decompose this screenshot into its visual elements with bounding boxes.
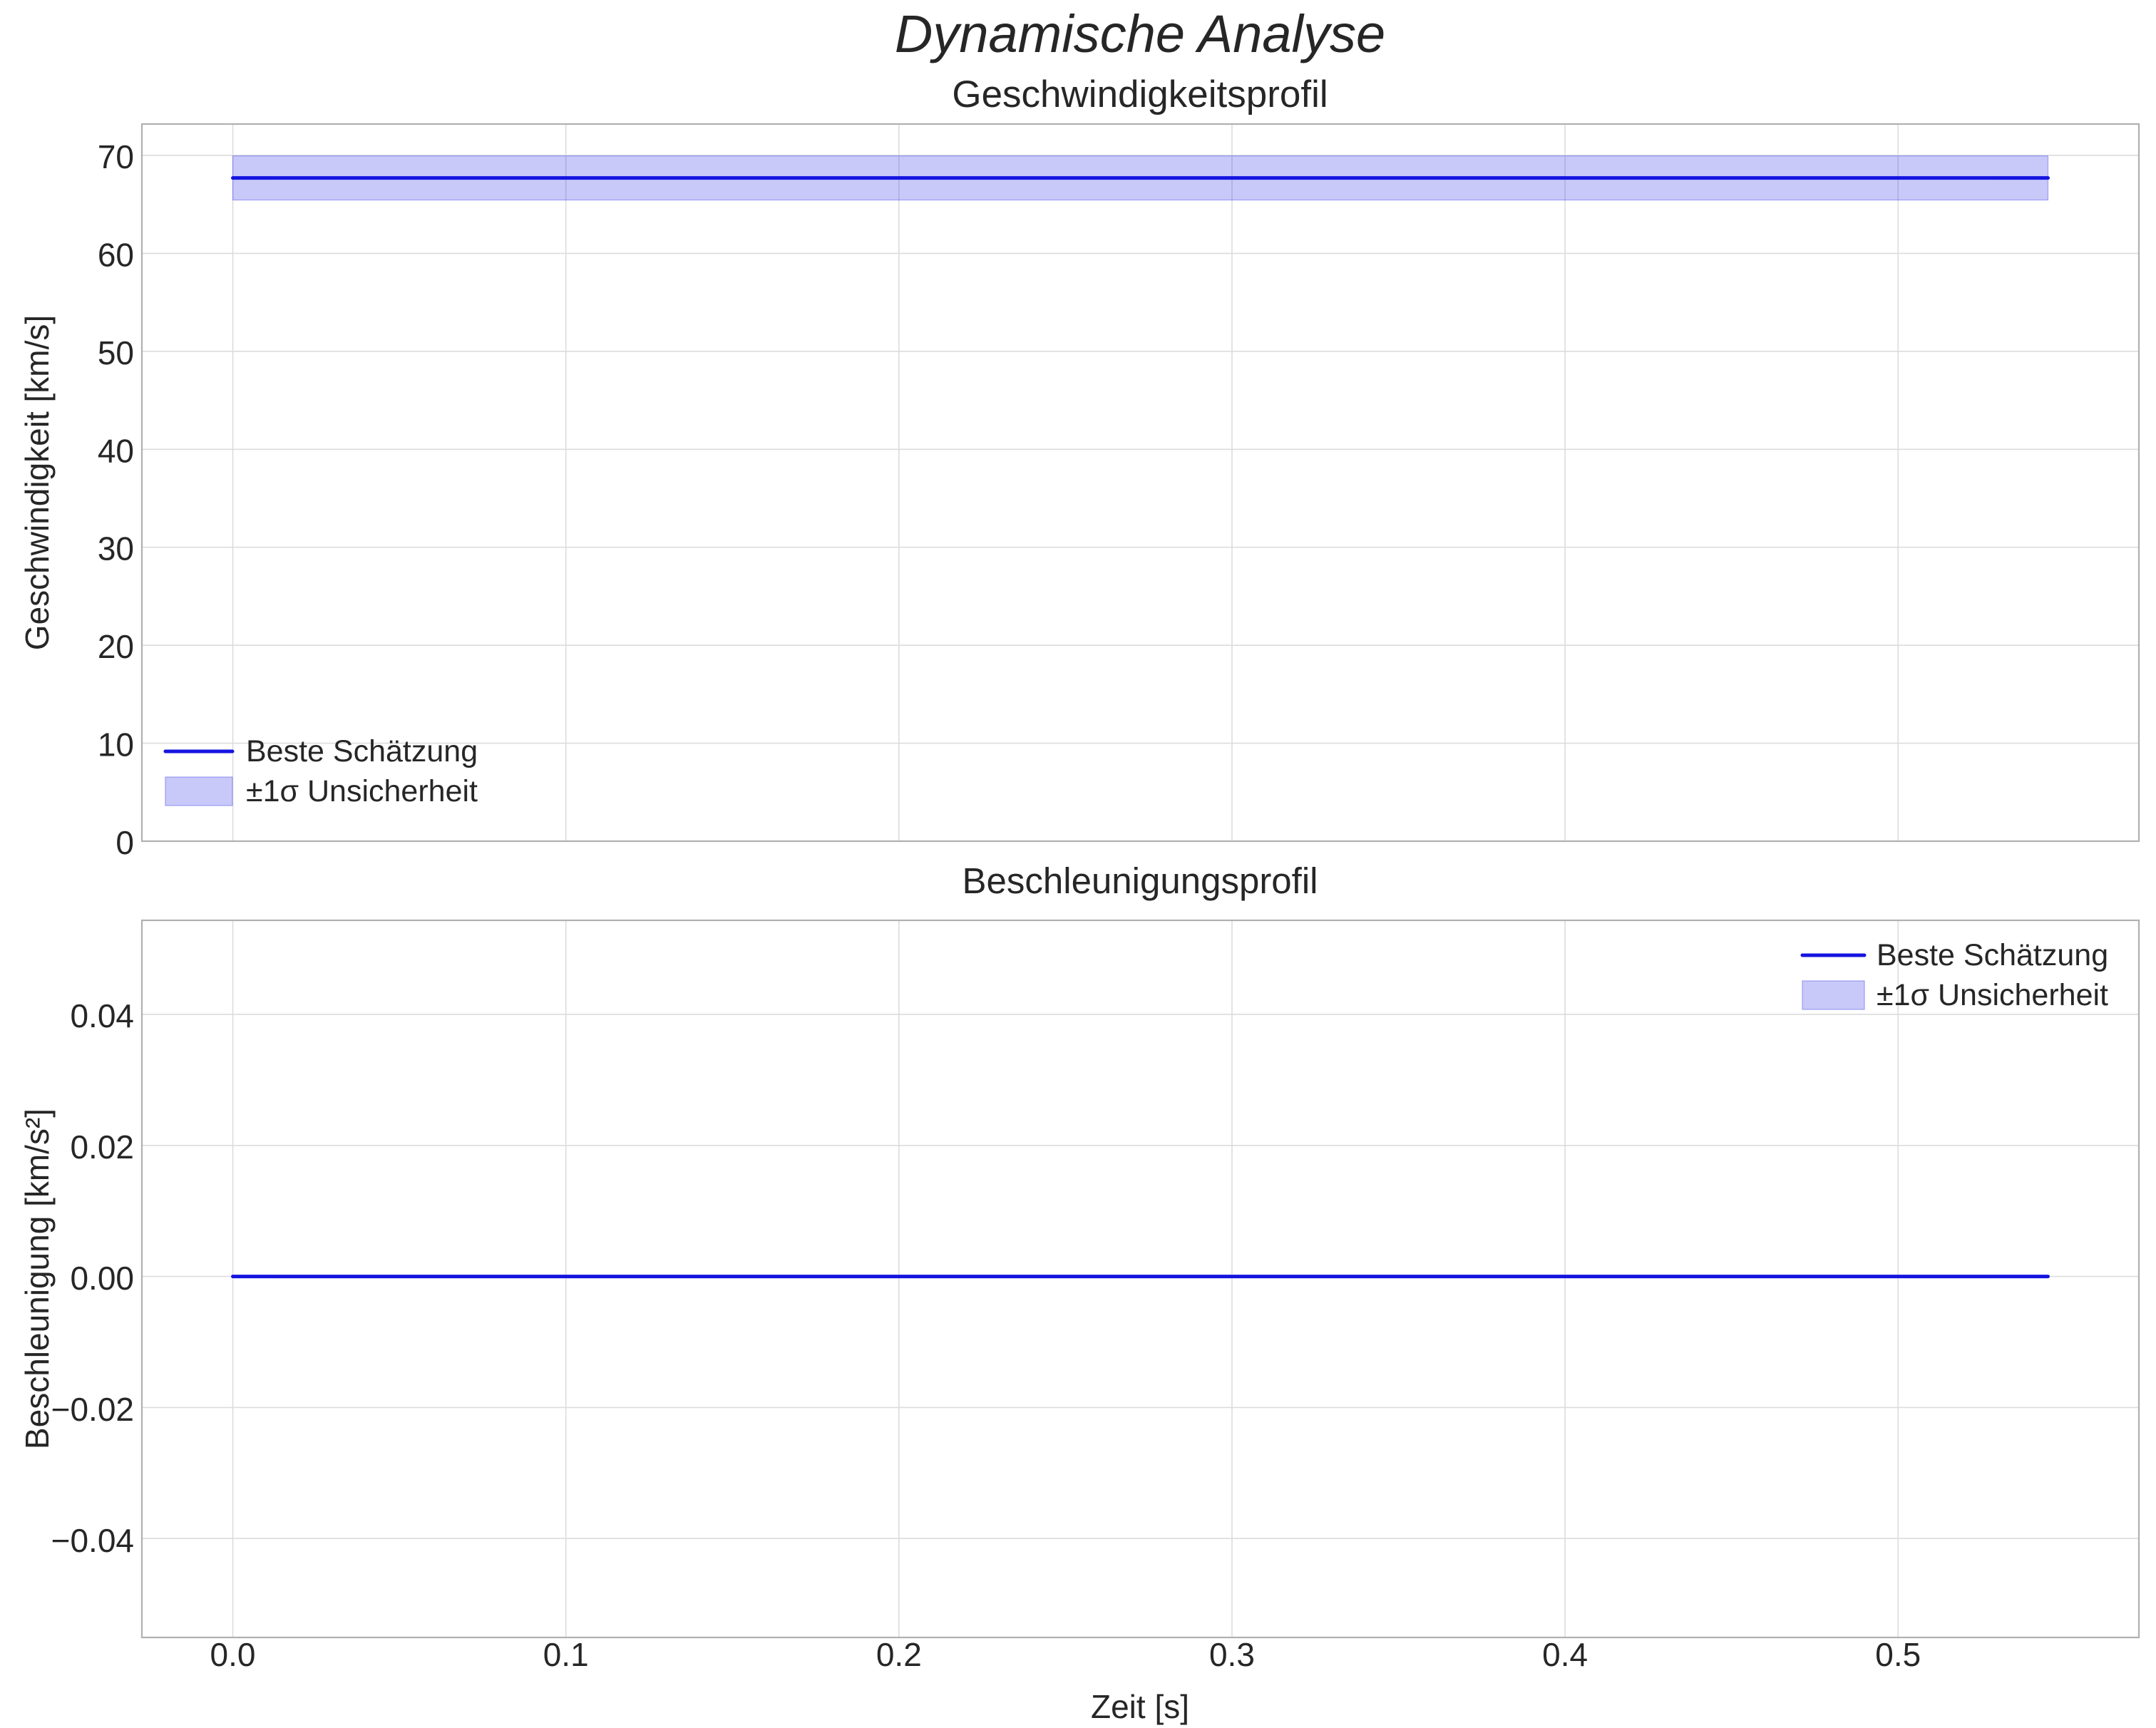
- svg-text:50: 50: [98, 334, 134, 371]
- svg-text:0.3: 0.3: [1209, 1636, 1255, 1673]
- svg-text:0.2: 0.2: [876, 1636, 922, 1673]
- svg-text:0: 0: [115, 824, 134, 861]
- svg-text:0.5: 0.5: [1875, 1636, 1921, 1673]
- svg-text:±1σ Unsicherheit: ±1σ Unsicherheit: [246, 774, 478, 808]
- svg-text:Dynamische Analyse: Dynamische Analyse: [895, 4, 1385, 63]
- svg-text:Beschleunigung [km/s²]: Beschleunigung [km/s²]: [19, 1109, 56, 1449]
- svg-text:0.00: 0.00: [70, 1260, 134, 1297]
- svg-text:60: 60: [98, 236, 134, 273]
- svg-text:Beste Schätzung: Beste Schätzung: [246, 734, 478, 768]
- svg-text:−0.04: −0.04: [51, 1522, 134, 1559]
- svg-text:40: 40: [98, 432, 134, 469]
- svg-text:Geschwindigkeit [km/s]: Geschwindigkeit [km/s]: [19, 315, 56, 650]
- svg-text:10: 10: [98, 726, 134, 763]
- svg-text:−0.02: −0.02: [51, 1391, 134, 1428]
- svg-text:Beste Schätzung: Beste Schätzung: [1877, 938, 2108, 972]
- svg-text:20: 20: [98, 628, 134, 665]
- svg-text:0.04: 0.04: [70, 997, 134, 1034]
- svg-text:Geschwindigkeitsprofil: Geschwindigkeitsprofil: [952, 73, 1328, 115]
- svg-text:0.1: 0.1: [543, 1636, 589, 1673]
- svg-text:30: 30: [98, 530, 134, 567]
- svg-text:0.0: 0.0: [210, 1636, 256, 1673]
- svg-text:Beschleunigungsprofil: Beschleunigungsprofil: [962, 860, 1318, 901]
- svg-text:0.4: 0.4: [1542, 1636, 1588, 1673]
- svg-text:70: 70: [98, 138, 134, 175]
- svg-text:Zeit [s]: Zeit [s]: [1091, 1688, 1189, 1725]
- svg-text:±1σ Unsicherheit: ±1σ Unsicherheit: [1877, 978, 2108, 1012]
- svg-text:0.02: 0.02: [70, 1128, 134, 1166]
